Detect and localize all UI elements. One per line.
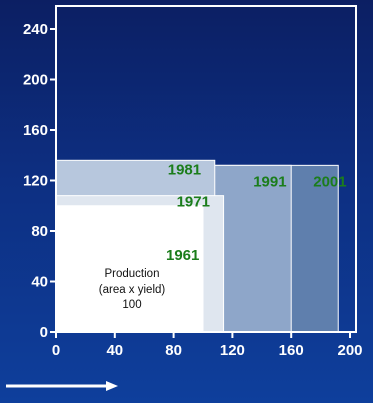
production-note-line1: Production: [105, 268, 160, 280]
x-tick-label-40: 40: [106, 342, 123, 359]
x-tick-label-200: 200: [337, 342, 362, 359]
y-tick-label-40: 40: [31, 274, 48, 291]
y-tick-label-160: 160: [23, 122, 48, 139]
year-label-2001: 2001: [313, 173, 346, 190]
year-label-1991: 1991: [253, 173, 286, 190]
y-tick-label-80: 80: [31, 223, 48, 240]
x-tick-label-160: 160: [279, 342, 304, 359]
y-tick-label-120: 120: [23, 173, 48, 190]
year-label-1981: 1981: [168, 161, 201, 178]
production-note-line3: 100: [122, 299, 141, 311]
year-label-1961: 1961: [166, 247, 199, 264]
arrow-head-icon: [106, 381, 118, 391]
x-tick-label-120: 120: [220, 342, 245, 359]
x-tick-label-80: 80: [165, 342, 182, 359]
y-tick-label-240: 240: [23, 21, 48, 38]
x-tick-label-0: 0: [52, 342, 60, 359]
year-label-1971: 1971: [177, 194, 210, 211]
production-note-line2: (area x yield): [99, 284, 166, 296]
y-tick-label-200: 200: [23, 72, 48, 89]
y-tick-label-0: 0: [40, 324, 48, 341]
